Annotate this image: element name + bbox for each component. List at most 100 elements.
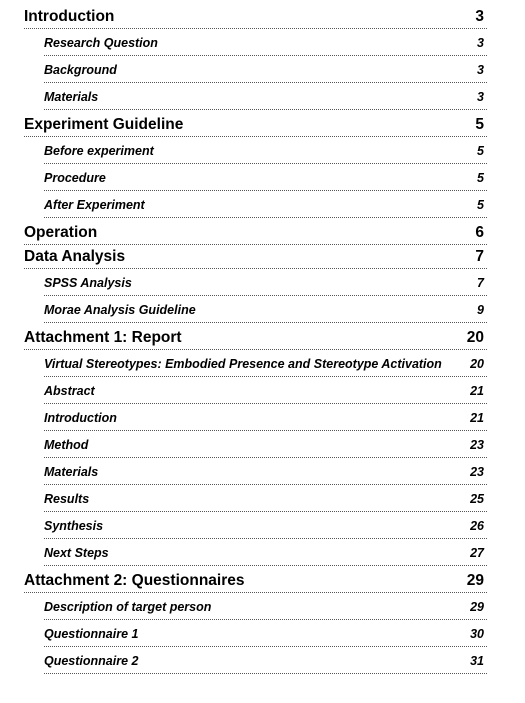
toc-entry-page-number: 7	[477, 275, 484, 290]
toc-subsection-after-experiment[interactable]: After Experiment 5	[44, 191, 484, 218]
toc-subsection-questionnaire-1[interactable]: Questionnaire 1 30	[44, 620, 484, 647]
toc-subsection-morae-analysis-guideline[interactable]: Morae Analysis Guideline 9	[44, 296, 484, 323]
toc-subsection-synthesis[interactable]: Synthesis 26	[44, 512, 484, 539]
toc-entry-page-number: 9	[477, 302, 484, 317]
toc-entry-label: Operation	[24, 224, 98, 241]
toc-entry-label: Attachment 1: Report	[24, 329, 182, 346]
dotted-divider	[24, 28, 487, 29]
dotted-divider	[44, 376, 487, 377]
dotted-divider	[44, 619, 487, 620]
toc-entry-label: Materials	[44, 464, 99, 479]
toc-subsection-research-question[interactable]: Research Question 3	[44, 29, 484, 56]
dotted-divider	[44, 163, 487, 164]
dotted-divider	[24, 268, 487, 269]
dotted-divider	[44, 295, 487, 296]
toc-entry-label: Morae Analysis Guideline	[44, 302, 196, 317]
toc-entry-page-number: 20	[466, 329, 484, 346]
toc-subsection-background[interactable]: Background 3	[44, 56, 484, 83]
dotted-divider	[44, 109, 487, 110]
toc-entry-page-number: 5	[475, 116, 484, 133]
toc-entry-label: Materials	[44, 89, 99, 104]
toc-entry-page-number: 21	[470, 383, 484, 398]
toc-section-data-analysis[interactable]: Data Analysis 7	[24, 245, 484, 269]
toc-entry-page-number: 27	[470, 545, 484, 560]
dotted-divider	[44, 190, 487, 191]
dotted-divider	[24, 244, 487, 245]
dotted-divider	[44, 430, 487, 431]
toc-section-introduction[interactable]: Introduction 3	[24, 5, 484, 29]
toc-entry-page-number: 3	[477, 62, 484, 77]
toc-entry-page-number: 3	[477, 89, 484, 104]
toc-subsection-description-of-target-person[interactable]: Description of target person 29	[44, 593, 484, 620]
dotted-divider	[44, 322, 487, 323]
dotted-divider	[44, 511, 487, 512]
dotted-divider	[44, 646, 487, 647]
toc-entry-label: Introduction	[44, 410, 117, 425]
dotted-divider	[24, 349, 487, 350]
dotted-divider	[44, 565, 487, 566]
toc-subsection-next-steps[interactable]: Next Steps 27	[44, 539, 484, 566]
toc-subsection-spss-analysis[interactable]: SPSS Analysis 7	[44, 269, 484, 296]
toc-entry-page-number: 6	[475, 224, 484, 241]
toc-subsection-materials[interactable]: Materials 23	[44, 458, 484, 485]
toc-entry-label: Introduction	[24, 8, 115, 25]
toc-subsection-method[interactable]: Method 23	[44, 431, 484, 458]
toc-entry-label: Procedure	[44, 170, 106, 185]
toc-entry-label: Experiment Guideline	[24, 116, 184, 133]
toc-entry-page-number: 3	[477, 35, 484, 50]
toc-entry-page-number: 25	[470, 491, 484, 506]
toc-subsection-virtual-stereotypes-embodied-presence-and-stereotype-activation[interactable]: Virtual Stereotypes: Embodied Presence a…	[44, 350, 484, 377]
toc-entry-page-number: 23	[470, 437, 484, 452]
toc-entry-label: Next Steps	[44, 545, 109, 560]
toc-entry-label: Results	[44, 491, 90, 506]
toc-entry-label: Attachment 2: Questionnaires	[24, 572, 245, 589]
toc-subsection-abstract[interactable]: Abstract 21	[44, 377, 484, 404]
toc-entry-label: SPSS Analysis	[44, 275, 132, 290]
dotted-divider	[24, 592, 487, 593]
toc-entry-page-number: 31	[470, 653, 484, 668]
dotted-divider	[44, 403, 487, 404]
toc-entry-label: Description of target person	[44, 599, 212, 614]
toc-entry-label: Questionnaire 2	[44, 653, 139, 668]
toc-entry-label: Method	[44, 437, 89, 452]
toc-subsection-results[interactable]: Results 25	[44, 485, 484, 512]
toc-section-operation[interactable]: Operation 6	[24, 221, 484, 245]
toc-subsection-questionnaire-2[interactable]: Questionnaire 2 31	[44, 647, 484, 674]
toc-entry-label: Synthesis	[44, 518, 104, 533]
dotted-divider	[44, 484, 487, 485]
toc-entry-page-number: 21	[470, 410, 484, 425]
toc-entry-page-number: 5	[477, 197, 484, 212]
dotted-divider	[44, 82, 487, 83]
toc-subsection-procedure[interactable]: Procedure 5	[44, 164, 484, 191]
toc-entry-label: Questionnaire 1	[44, 626, 139, 641]
dotted-divider	[44, 457, 487, 458]
dotted-divider	[44, 538, 487, 539]
toc-subsection-materials[interactable]: Materials 3	[44, 83, 484, 110]
toc-entry-label: Virtual Stereotypes: Embodied Presence a…	[44, 356, 442, 371]
toc-entry-page-number: 30	[470, 626, 484, 641]
toc-entry-page-number: 29	[466, 572, 484, 589]
toc-subsection-introduction[interactable]: Introduction 21	[44, 404, 484, 431]
dotted-divider	[24, 136, 487, 137]
toc-entry-page-number: 20	[470, 356, 484, 371]
toc-entry-page-number: 5	[477, 143, 484, 158]
toc-entry-page-number: 26	[470, 518, 484, 533]
toc-section-attachment-2-questionnaires[interactable]: Attachment 2: Questionnaires 29	[24, 569, 484, 593]
toc-subsection-before-experiment[interactable]: Before experiment 5	[44, 137, 484, 164]
toc-entry-label: Before experiment	[44, 143, 154, 158]
dotted-divider	[44, 217, 487, 218]
toc-entry-label: Background	[44, 62, 117, 77]
toc-entry-page-number: 3	[475, 8, 484, 25]
toc-entry-page-number: 29	[470, 599, 484, 614]
toc-entry-label: Data Analysis	[24, 248, 126, 265]
dotted-divider	[44, 55, 487, 56]
dotted-divider	[44, 673, 487, 674]
toc-entry-page-number: 23	[470, 464, 484, 479]
toc-entry-page-number: 5	[477, 170, 484, 185]
toc-entry-label: Abstract	[44, 383, 95, 398]
toc-entry-label: Research Question	[44, 35, 158, 50]
toc-section-attachment-1-report[interactable]: Attachment 1: Report 20	[24, 326, 484, 350]
toc-section-experiment-guideline[interactable]: Experiment Guideline 5	[24, 113, 484, 137]
toc-entry-label: After Experiment	[44, 197, 145, 212]
